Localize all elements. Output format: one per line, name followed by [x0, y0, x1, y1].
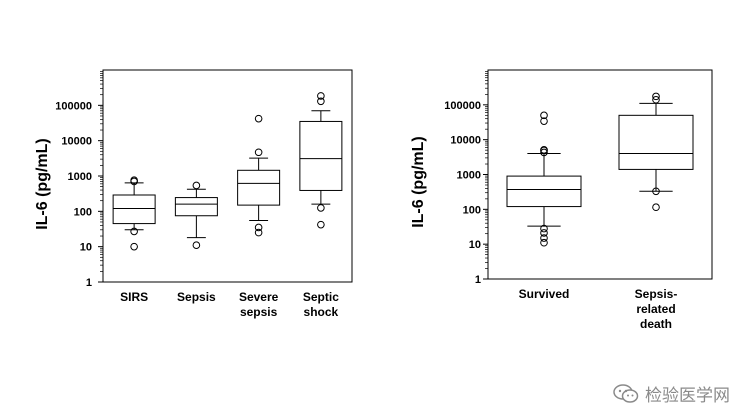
y-tick-label: 1000 [457, 170, 481, 182]
y-tick-label: 1000 [68, 171, 92, 183]
x-category-label-line: sepsis [240, 305, 278, 319]
x-category-label-line: Survived [519, 287, 570, 301]
y-tick-label: 1 [86, 277, 92, 289]
box-iqr [174, 197, 218, 217]
box-iqr [506, 175, 582, 208]
x-category-label-line: Sepsis [177, 290, 216, 304]
wechat-icon [613, 383, 639, 403]
outlier-point [130, 227, 138, 236]
outlier-point [540, 146, 548, 154]
y-tick-label: 10000 [61, 136, 92, 148]
outlier-point [652, 187, 660, 196]
outlier-point [317, 204, 325, 212]
x-category-label: Survived [519, 287, 570, 301]
x-category-label: Severe sepsis [239, 290, 279, 319]
outlier-point [317, 97, 325, 106]
x-category-label-line: Sepsis- [635, 287, 678, 301]
outlier-point [652, 92, 660, 101]
outlier-point [540, 234, 548, 242]
outlier-point [652, 95, 660, 104]
outlier-point [540, 224, 548, 233]
right-panel: 1 10 100 1000 10000 100000 IL-6 (pg/mL) Survive… [410, 69, 713, 331]
outlier-point [540, 111, 548, 120]
outlier-point [192, 241, 201, 250]
plot-frame [487, 69, 713, 280]
outlier-point [652, 203, 660, 212]
y-tick-label: 100000 [444, 100, 481, 112]
outlier-point [540, 238, 548, 247]
outlier-point [317, 220, 325, 229]
x-category-label-line: shock [304, 305, 339, 319]
y-tick-label: 10 [80, 242, 92, 254]
y-axis-label: IL-6 (pg/mL) [410, 136, 427, 228]
box-iqr [237, 169, 281, 206]
y-tick-label: 10000 [450, 135, 481, 147]
box-2 [618, 92, 694, 212]
box-1 [506, 111, 582, 247]
x-category-label: SIRS [120, 290, 148, 304]
outlier-point [254, 148, 263, 157]
box-1 [112, 176, 156, 251]
outlier-point [130, 242, 138, 251]
x-category-label-line: Severe [239, 290, 279, 304]
left-panel: 1 10 100 1000 10000 100000 IL-6 (pg/mL) SIRS Sep… [34, 69, 353, 319]
box-iqr [299, 120, 343, 191]
box-iqr [112, 194, 156, 225]
y-tick-label: 100 [463, 204, 481, 216]
outlier-point [540, 117, 548, 125]
x-category-label-line: death [640, 317, 672, 331]
x-category-label: Septic shock [303, 290, 339, 319]
x-category-label: Sepsis [177, 290, 216, 304]
outlier-point [254, 228, 263, 237]
y-tick-label: 1 [475, 274, 481, 286]
outlier-point [254, 114, 263, 123]
y-tick-label: 100 [74, 206, 92, 218]
box-3 [237, 114, 281, 237]
outlier-point [317, 92, 325, 100]
outlier-point [192, 181, 201, 190]
outlier-point [540, 229, 548, 237]
box-iqr [618, 114, 694, 170]
y-tick-label: 10 [469, 239, 481, 251]
y-tick-label: 100000 [55, 100, 92, 112]
outlier-point [540, 148, 548, 157]
x-category-label-line: SIRS [120, 290, 148, 304]
box-2 [174, 181, 218, 250]
x-category-label-line: related [636, 302, 675, 316]
y-axis-label: IL-6 (pg/mL) [34, 138, 51, 230]
watermark: 检验医学网 [613, 381, 730, 406]
x-category-label-line: Septic [303, 290, 339, 304]
outlier-point [254, 223, 263, 232]
x-category-label: Sepsis-related death [635, 287, 678, 331]
watermark-text: 检验医学网 [645, 386, 730, 406]
box-4 [299, 92, 343, 229]
outlier-point [130, 176, 138, 185]
